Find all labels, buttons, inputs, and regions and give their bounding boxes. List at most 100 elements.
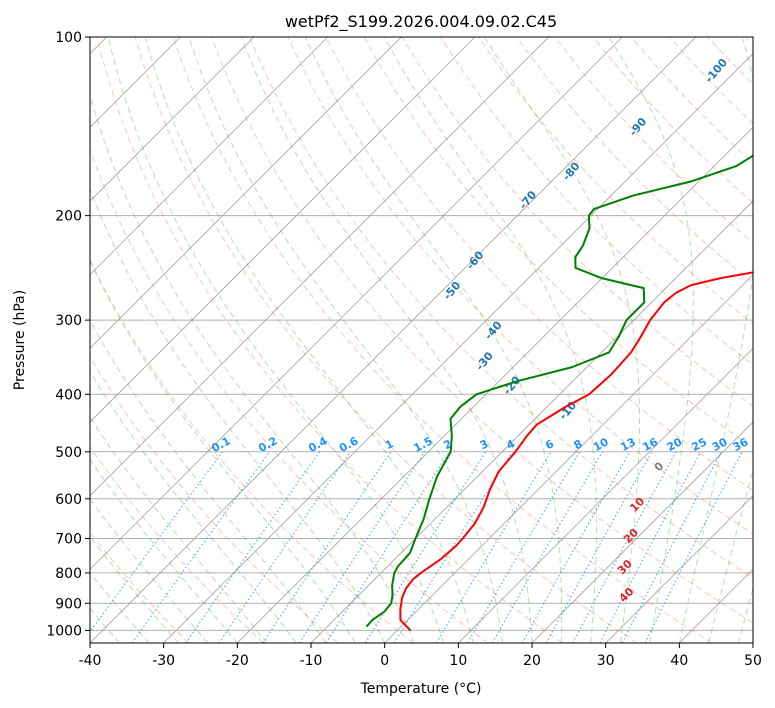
dewpoint-line	[365, 154, 753, 628]
x-tick-label: -30	[152, 653, 175, 669]
mixing-ratio-line	[262, 451, 392, 643]
x-tick-label: 30	[597, 653, 615, 669]
mixing-ratio-line	[90, 451, 224, 633]
mixing-ratio-label: 20	[665, 435, 685, 454]
dry-adiabat-line	[287, 37, 753, 535]
dry-adiabat-line	[249, 37, 753, 579]
mixing-ratio-line	[545, 451, 653, 643]
mixing-ratio-line	[364, 451, 487, 643]
isotherm-line	[531, 421, 753, 643]
moist-adiabat-line	[107, 37, 445, 643]
moist-adiabat-line	[188, 37, 504, 643]
isotherm-line	[163, 53, 753, 643]
mixing-ratio-label: 25	[689, 435, 709, 454]
y-tick-label: 1000	[46, 623, 82, 639]
mixing-ratio-label: 10	[591, 435, 611, 454]
moist-adiabats	[90, 37, 753, 643]
moist-adiabat-line	[483, 37, 641, 643]
moist-adiabat-line	[708, 467, 753, 643]
mixing-ratio-line	[325, 451, 451, 643]
moist-adiabat-line	[678, 37, 753, 643]
dry-adiabats	[90, 37, 753, 643]
dry-adiabat-line	[172, 37, 712, 643]
mixing-ratio-line	[435, 451, 552, 643]
mixing-ratio-label: 36	[731, 435, 751, 454]
isotherm-line	[90, 37, 476, 423]
mixing-ratio-line	[218, 451, 351, 643]
x-tick-label: -20	[226, 653, 249, 669]
mixing-ratio-label: 13	[618, 435, 638, 454]
moist-adiabat-line	[90, 188, 386, 643]
x-axis-ticks: -40 -30 -20 -10 0 10 20 30 40 50	[79, 643, 762, 669]
dry-adiabat-line	[211, 37, 753, 624]
dry-adiabat-line	[134, 37, 638, 643]
chart-title: wetPf2_S199.2026.004.09.02.C45	[285, 12, 557, 32]
plot-frame	[89, 36, 754, 644]
mixing-ratio-line	[521, 451, 631, 643]
temperature-line	[399, 271, 753, 632]
isotherm-line	[90, 37, 623, 570]
x-tick-label: 20	[523, 653, 541, 669]
moist-adiabat-line	[90, 370, 297, 643]
moist-adiabat-line	[90, 498, 209, 643]
mixing-ratio-line	[572, 451, 677, 643]
moist-adiabat-line	[90, 259, 356, 643]
x-axis-label: Temperature (°C)	[360, 681, 482, 697]
moist-adiabat-line	[240, 37, 533, 643]
mixing-ratio-line	[131, 451, 271, 643]
y-tick-label: 700	[55, 532, 82, 548]
isotherm-grid	[90, 37, 753, 643]
isotherm-line	[458, 347, 753, 643]
dry-adiabat-line	[90, 258, 414, 643]
mixing-ratio-lines	[90, 451, 743, 643]
moist-adiabat-line	[608, 37, 694, 643]
moist-adiabat-line	[90, 416, 268, 643]
y-tick-label: 800	[55, 566, 82, 582]
y-tick-label: 500	[55, 445, 82, 461]
y-tick-label: 400	[55, 387, 82, 403]
isotherm-line	[237, 126, 753, 643]
dry-adiabat-line	[325, 37, 753, 492]
x-tick-label: -40	[79, 653, 102, 669]
isobar-grid	[90, 37, 753, 631]
mixing-ratio-label: 16	[640, 435, 660, 454]
y-tick-label: 600	[55, 492, 82, 508]
y-axis-label: Pressure (hPa)	[12, 290, 28, 390]
dry-adiabat-line	[516, 37, 753, 284]
isotherm-line	[90, 37, 402, 349]
x-tick-label: 10	[449, 653, 467, 669]
y-tick-label: 100	[55, 30, 82, 46]
y-tick-label: 900	[55, 596, 82, 612]
y-tick-label: 300	[55, 313, 82, 329]
isotherm-line	[90, 37, 255, 202]
mixing-ratio-line	[599, 451, 702, 643]
mixing-ratio-line	[644, 451, 743, 643]
isotherm-line	[310, 200, 753, 643]
dry-adiabat-line	[96, 37, 563, 643]
x-tick-label: 0	[380, 653, 389, 669]
moist-adiabat-line	[90, 93, 415, 643]
profile-series	[365, 154, 753, 632]
y-tick-label: 200	[55, 209, 82, 225]
moist-adiabat-line	[90, 319, 327, 643]
moist-adiabat-line	[304, 37, 563, 643]
mixing-ratio-label: 30	[710, 435, 730, 454]
moist-adiabat-line	[90, 458, 238, 643]
x-tick-label: -10	[300, 653, 323, 669]
moist-adiabat-line	[90, 535, 179, 643]
dry-adiabat-line	[90, 445, 264, 643]
isotherm-line	[90, 37, 697, 643]
moist-adiabat-line	[144, 37, 474, 643]
y-axis-ticks: 100 200 300 400 500 600 700 800 900 1000	[46, 30, 90, 639]
isotherm-line	[384, 274, 753, 643]
isotherm-line	[90, 37, 328, 276]
mixing-ratio-line	[185, 451, 321, 643]
dry-adiabat-line	[90, 355, 339, 643]
moist-adiabat-line	[737, 586, 753, 643]
moist-adiabat-line	[384, 37, 597, 643]
x-tick-label: 50	[744, 653, 762, 669]
x-tick-label: 40	[670, 653, 688, 669]
isotherm-line	[605, 495, 753, 643]
mixing-ratio-line	[298, 451, 426, 643]
